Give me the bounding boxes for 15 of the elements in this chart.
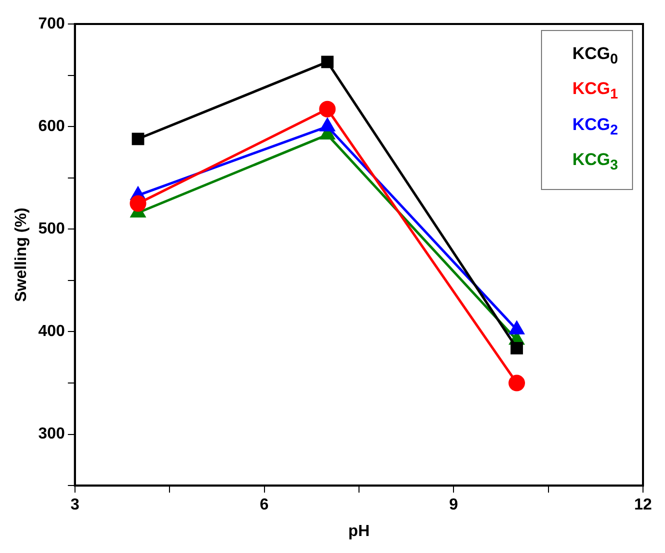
y-tick-label: 700 [38, 15, 65, 32]
x-tick-label: 9 [449, 496, 458, 514]
x-axis-title: pH [348, 522, 370, 540]
text: KCG$_{2}$ [572, 114, 618, 140]
y-tick-label: 500 [38, 220, 65, 238]
y-axis-title: Swelling (%) [13, 208, 30, 302]
text: KCG$_{3}$ [572, 149, 618, 176]
y-tick-label: 600 [38, 118, 65, 135]
x-tick-label: 3 [70, 496, 80, 514]
x-tick-label: 6 [260, 496, 269, 514]
text: KCG$_{1}$ [572, 78, 618, 105]
y-tick-label: 400 [38, 323, 65, 340]
y-tick-label: 300 [38, 426, 65, 443]
x-tick-label: 12 [634, 496, 652, 514]
text: KCG$_{0}$ [572, 43, 618, 70]
